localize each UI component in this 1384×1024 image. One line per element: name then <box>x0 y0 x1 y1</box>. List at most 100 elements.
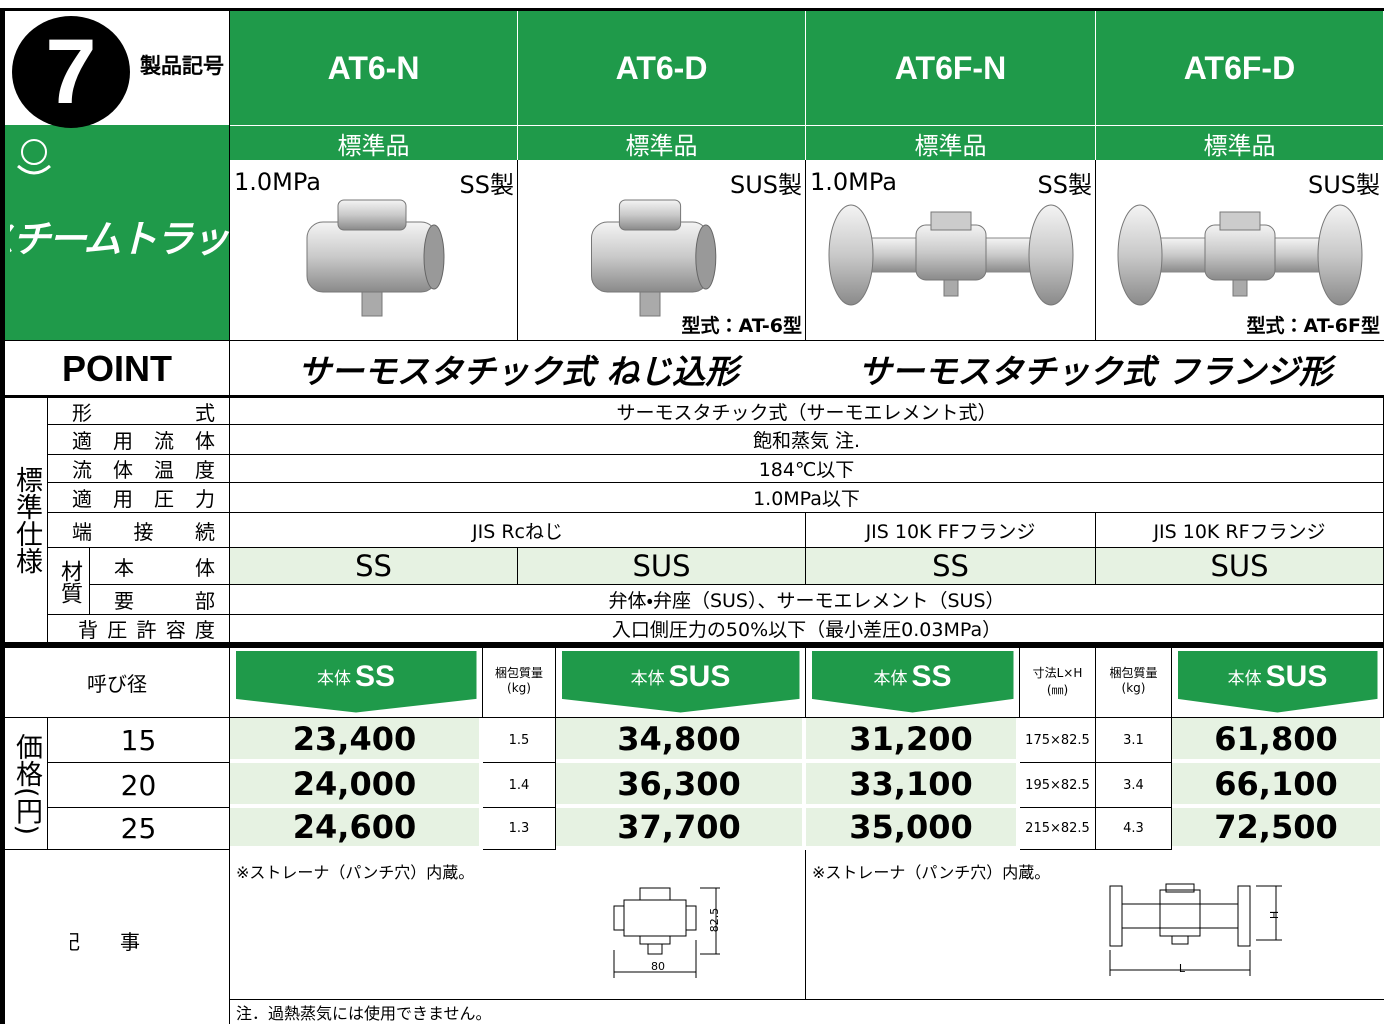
model: AT6F-D <box>1096 11 1384 125</box>
spec-value: サーモスタチック式（サーモエレメント式） <box>230 398 1384 425</box>
spec-label: 要部 <box>90 585 230 615</box>
note-right: ※ストレーナ（パンチ穴）内蔵。 <box>812 863 1051 882</box>
dim-label: H <box>1267 910 1281 920</box>
type-label: 型式：AT-6型 <box>681 314 802 337</box>
material-cell <box>48 548 90 615</box>
price-banner: 本体 SS <box>235 650 477 713</box>
price-title-cell <box>5 718 48 850</box>
spec-value: 飽和蒸気 注. <box>230 425 1384 455</box>
rule <box>0 643 1384 648</box>
material: SS製 <box>459 170 514 199</box>
notes-label-cell <box>5 850 230 1024</box>
spec-label: 適用圧力 <box>48 483 230 513</box>
footnote: 注．過熱蒸気には使用できません。 <box>236 1004 492 1023</box>
spec-label-text: 形式 <box>72 400 215 425</box>
banner-prefix: 本体 <box>630 669 665 689</box>
spec-label-text: 背圧許容度 <box>78 618 215 642</box>
price-detail: 195×82.5 <box>1020 763 1096 808</box>
spec-value: JIS 10K FFフランジ <box>806 513 1096 548</box>
spec-title-cell <box>5 398 48 643</box>
price-banner: 本体 SS <box>811 650 1014 713</box>
spec-value: JIS Rcねじ <box>230 513 806 548</box>
price-detail: 1.3 <box>483 808 556 850</box>
spec-label: 背圧許容度 <box>48 615 230 643</box>
spec-value: SUS <box>518 548 806 585</box>
dim-label: 82.5 <box>707 907 721 933</box>
price-header: 本体 SS <box>230 648 483 718</box>
grade: 標準品 <box>518 125 806 160</box>
notes-label: 記事 <box>70 910 170 970</box>
price: 31,200 <box>806 718 1020 763</box>
dim-label: 80 <box>651 959 665 973</box>
spec-label-text: 要部 <box>114 589 215 613</box>
price-title: 価格(円) <box>11 732 42 836</box>
model: AT6F-N <box>806 11 1096 125</box>
banner-material: SUS <box>668 659 731 693</box>
spec-value: SS <box>230 548 518 585</box>
price: 35,000 <box>806 808 1020 850</box>
header-line: 梱包質量 <box>1109 666 1158 680</box>
note-cell <box>230 850 806 1000</box>
price: 33,100 <box>806 763 1020 808</box>
image-cell <box>230 160 518 340</box>
material: SUS製 <box>729 170 802 199</box>
price: 66,100 <box>1172 763 1384 808</box>
spec-value: JIS 10K RFフランジ <box>1096 513 1384 548</box>
price-detail: 4.3 <box>1096 808 1172 850</box>
price: 23,400 <box>230 718 483 763</box>
image-cell <box>806 160 1096 340</box>
price: 37,700 <box>556 808 806 850</box>
banner-material: SS <box>911 659 952 693</box>
left-rule <box>0 8 5 1024</box>
header-line: (kg) <box>507 681 531 695</box>
size: 25 <box>48 808 230 850</box>
spec-title: 標準仕様 <box>11 466 42 574</box>
grade: 標準品 <box>806 125 1096 160</box>
banner-prefix: 本体 <box>1227 669 1262 689</box>
price-banner: 本体 SUS <box>561 650 800 713</box>
size-label: 呼び径 <box>5 648 230 718</box>
rule <box>0 395 1384 398</box>
spec-label: 形式 <box>48 398 230 425</box>
price-detail: 215×82.5 <box>1020 808 1096 850</box>
price: 34,800 <box>556 718 806 763</box>
price-detail: 3.4 <box>1096 763 1172 808</box>
banner-prefix: 本体 <box>873 669 908 689</box>
header-line: (㎜) <box>1046 683 1069 697</box>
spec-value: 弁体・弁座（SUS）、サーモエレメント（SUS） <box>230 585 1384 615</box>
note-cell <box>806 850 1384 1000</box>
size: 20 <box>48 763 230 808</box>
spec-label-text: 本体 <box>114 555 215 580</box>
spec-value: 入口側圧力の50%以下（最小差圧0.03MPa） <box>230 615 1384 643</box>
spec-value: 184℃以下 <box>230 455 1384 483</box>
price: 61,800 <box>1172 718 1384 763</box>
spec-label-text: 流体温度 <box>72 458 215 482</box>
header-line: 梱包質量 <box>494 666 543 680</box>
spec-label: 流体温度 <box>48 455 230 483</box>
model: AT6-N <box>230 11 518 125</box>
price-detail: 175×82.5 <box>1020 718 1096 763</box>
price-header: 本体 SUS <box>1172 648 1384 718</box>
spec-label-text: 適用流体 <box>72 429 215 453</box>
banner-material: SUS <box>1265 659 1328 693</box>
banner-material: SS <box>354 659 396 693</box>
size: 15 <box>48 718 230 763</box>
price-header: 梱包質量 (kg) <box>1096 648 1172 718</box>
material: SS製 <box>1037 170 1092 199</box>
spec-label-text: 端接続 <box>72 519 215 544</box>
image-cell <box>518 160 806 340</box>
material: SUS製 <box>1307 170 1380 199</box>
grade: 標準品 <box>1096 125 1384 160</box>
spec-label-text: 適用圧力 <box>72 487 215 511</box>
badge: 7 <box>12 16 130 128</box>
spec-label: 本体 <box>90 548 230 585</box>
price-header: 梱包質量 (kg) <box>483 648 556 718</box>
top-rule <box>0 8 1384 11</box>
note-left: ※ストレーナ（パンチ穴）内蔵。 <box>236 863 475 882</box>
price-banner: 本体 SUS <box>1177 650 1378 713</box>
price-detail: 1.4 <box>483 763 556 808</box>
price: 24,600 <box>230 808 483 850</box>
price-header: 寸法L×H (㎜) <box>1020 648 1096 718</box>
point-item: サーモスタチック式 ねじ込形 <box>230 340 806 396</box>
